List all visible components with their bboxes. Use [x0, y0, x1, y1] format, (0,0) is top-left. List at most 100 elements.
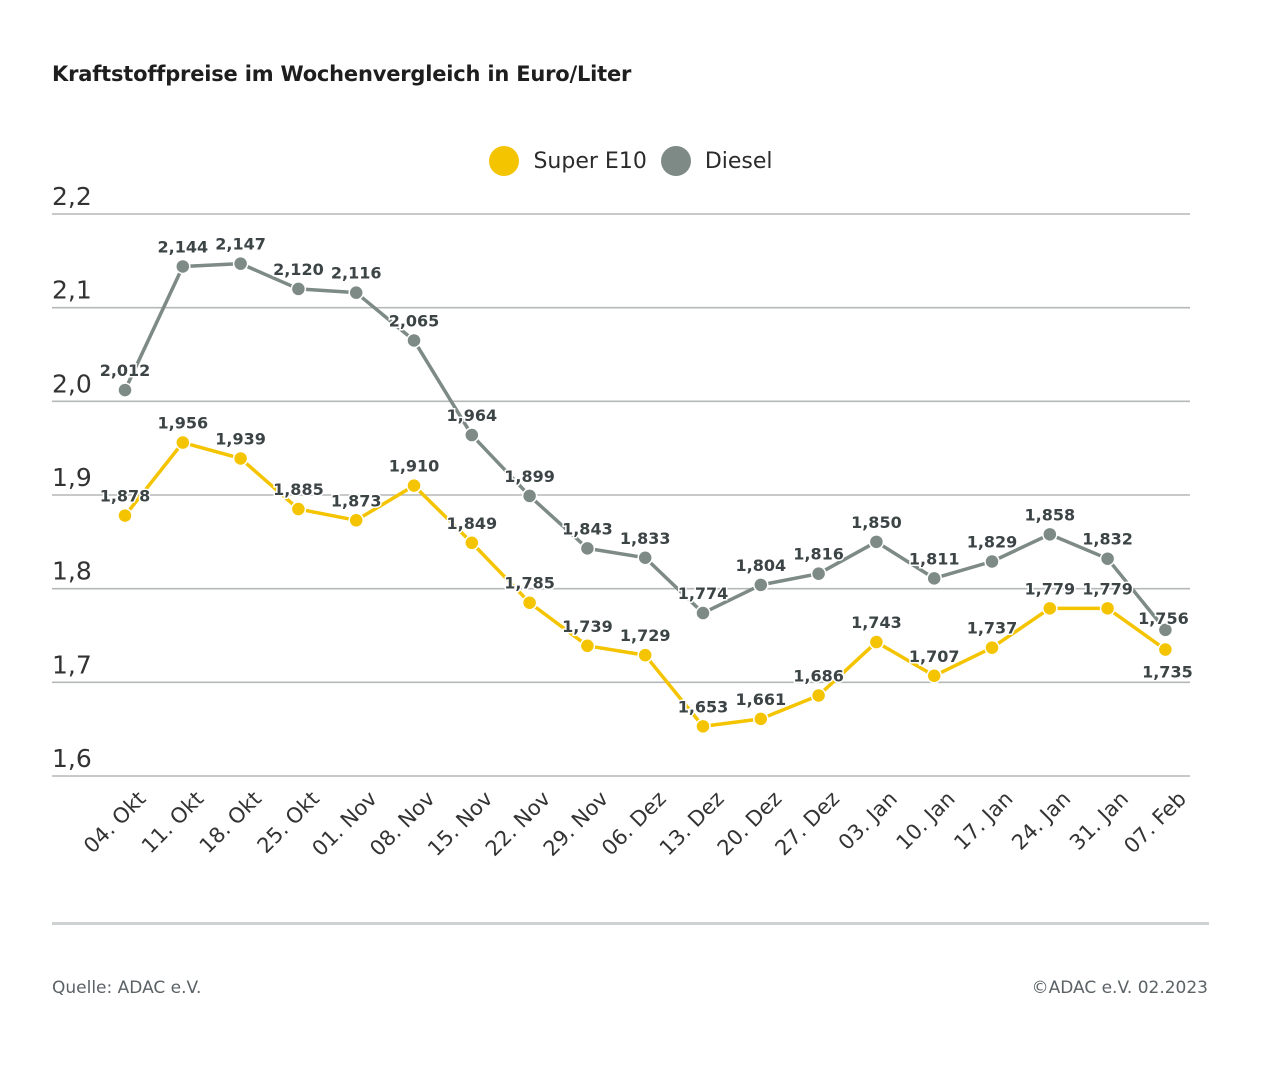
data-point-diesel [290, 281, 307, 297]
data-point-super [810, 687, 827, 704]
data-label-super: 1,779 [1082, 579, 1133, 598]
y-tick-label: 1,9 [52, 463, 92, 492]
data-label-diesel: 2,012 [100, 361, 151, 380]
series-line-diesel [123, 261, 1167, 631]
data-point-super [521, 594, 538, 611]
data-label-super: 1,661 [735, 690, 786, 709]
y-tick-label: 2,2 [52, 182, 92, 211]
data-label-super: 1,910 [389, 457, 440, 476]
y-tick-label: 1,8 [52, 557, 92, 586]
data-point-diesel [232, 255, 249, 272]
data-label-super: 1,785 [504, 574, 555, 593]
chart-title: Kraftstoffpreise im Wochenvergleich in E… [52, 62, 632, 86]
x-tick-label: 18. Okt [195, 787, 266, 858]
data-point-super [232, 450, 249, 467]
data-label-super: 1,653 [678, 697, 729, 716]
data-point-super [117, 507, 133, 524]
x-tick-label: 03. Jan [834, 787, 902, 855]
x-tick-label: 04. Okt [79, 787, 150, 858]
data-label-diesel: 1,811 [909, 549, 960, 568]
data-point-super [695, 718, 711, 735]
data-label-super: 1,743 [851, 613, 902, 632]
data-label-diesel: 1,858 [1024, 505, 1075, 524]
x-tick-label: 07. Feb [1119, 787, 1191, 859]
data-label-super: 1,885 [273, 480, 324, 499]
legend-item-diesel: Diesel [660, 146, 773, 176]
data-label-super: 1,735 [1142, 663, 1193, 682]
data-label-diesel: 1,829 [967, 533, 1018, 552]
legend-item-super: Super E10 [489, 146, 647, 176]
legend-label-super: Super E10 [533, 148, 647, 174]
data-label-super: 1,873 [331, 491, 382, 510]
data-label-super: 1,878 [100, 487, 151, 506]
data-label-diesel: 2,144 [157, 237, 208, 256]
data-point-super [637, 647, 653, 663]
data-point-super [868, 634, 885, 650]
source-note: Quelle: ADAC e.V. [52, 978, 202, 998]
data-point-diesel [753, 577, 769, 593]
data-label-super: 1,737 [967, 619, 1018, 638]
data-point-super [1042, 600, 1058, 617]
data-point-diesel [868, 534, 885, 550]
data-label-super: 1,686 [793, 666, 844, 685]
data-point-diesel [1157, 622, 1174, 638]
x-tick-label: 10. Jan [892, 787, 960, 855]
data-label-diesel: 1,964 [446, 406, 497, 425]
data-label-diesel: 1,843 [562, 519, 613, 538]
data-label-diesel: 1,756 [1138, 609, 1189, 628]
x-tick-label: 27. Dez [770, 787, 844, 861]
data-point-super [348, 512, 364, 529]
data-label-diesel: 2,120 [273, 260, 324, 279]
data-label-diesel: 1,804 [735, 556, 786, 575]
footer-divider [52, 922, 1209, 925]
data-point-diesel [175, 258, 191, 275]
y-tick-label: 2,1 [52, 276, 92, 305]
data-point-super [753, 711, 769, 727]
legend-marker-diesel [660, 146, 691, 176]
data-label-diesel: 1,832 [1082, 530, 1133, 549]
data-point-super [1099, 600, 1116, 617]
data-point-diesel [464, 427, 480, 443]
y-tick-label: 1,7 [52, 650, 92, 679]
data-label-diesel: 2,116 [331, 264, 382, 283]
x-tick-label: 24. Jan [1007, 787, 1075, 855]
y-tick-label: 1,6 [52, 744, 92, 773]
data-label-diesel: 1,833 [620, 529, 671, 548]
data-point-diesel [926, 570, 942, 587]
legend-label-diesel: Diesel [704, 148, 773, 174]
legend-marker-super [489, 146, 520, 176]
x-tick-label: 29. Nov [539, 787, 613, 861]
data-point-super [579, 638, 596, 654]
x-tick-label: 17. Jan [949, 787, 1017, 855]
data-label-super: 1,779 [1024, 579, 1075, 598]
data-label-super: 1,739 [562, 617, 613, 636]
data-label-diesel: 1,774 [678, 584, 729, 603]
data-label-super: 1,849 [446, 514, 497, 533]
data-point-diesel [1099, 550, 1116, 567]
data-point-diesel [406, 332, 422, 349]
data-point-super [464, 535, 480, 551]
data-label-diesel: 1,816 [793, 545, 844, 564]
data-label-super: 1,729 [620, 626, 671, 645]
copyright-note: ©ADAC e.V. 02.2023 [1031, 978, 1208, 998]
data-point-diesel [348, 284, 364, 301]
data-label-super: 1,707 [909, 647, 960, 666]
data-point-super [926, 668, 942, 684]
data-point-diesel [695, 605, 711, 621]
legend: Super E10 Diesel [0, 146, 1262, 176]
data-point-super [290, 501, 307, 517]
data-point-super [175, 434, 191, 451]
data-point-diesel [637, 550, 653, 566]
data-label-diesel: 1,899 [504, 467, 555, 486]
data-point-diesel [579, 540, 596, 557]
data-point-super [1157, 641, 1174, 658]
data-point-diesel [521, 488, 538, 504]
x-tick-label: 11. Okt [137, 787, 208, 858]
y-tick-label: 2,0 [52, 369, 92, 398]
data-label-super: 1,956 [157, 414, 208, 433]
data-point-diesel [117, 382, 133, 398]
data-point-diesel [984, 553, 1000, 570]
data-point-super [406, 477, 422, 494]
data-point-diesel [1042, 526, 1058, 543]
